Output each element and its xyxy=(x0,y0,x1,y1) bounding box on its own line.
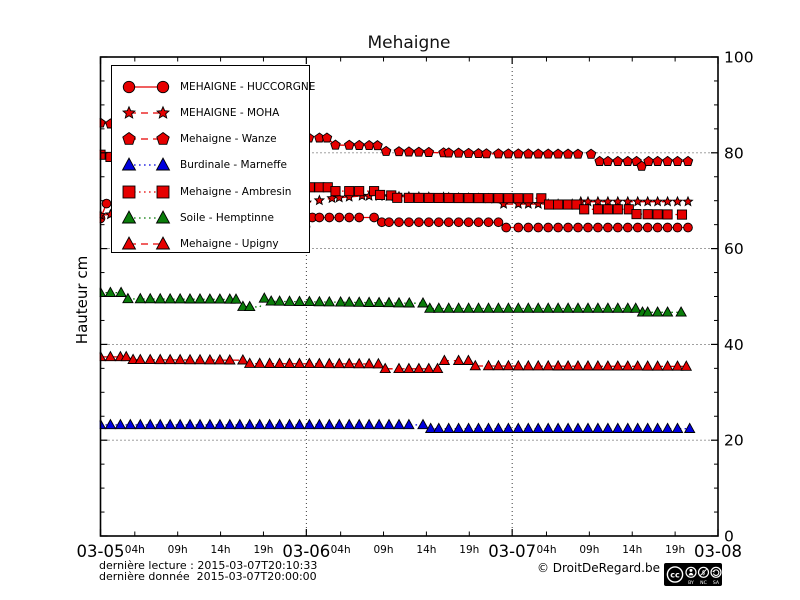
legend-label: MEHAIGNE - HUCCORGNE xyxy=(180,80,316,93)
sa-sharealike-icon: SA xyxy=(710,566,722,586)
copyright-text: © DroitDeRegard.be xyxy=(536,561,660,575)
legend-label: MEHAIGNE - MOHA xyxy=(180,106,280,119)
legend-sample-triangle xyxy=(121,157,171,171)
x-tick-label-day: 03-08 xyxy=(694,542,742,561)
footnote-last-data: dernière donnée 2015-03-07T20:00:00 xyxy=(99,570,317,583)
series-layer xyxy=(99,117,696,433)
series-hemptinne xyxy=(99,286,687,317)
cc-license-badge: cc BY $ NC SA xyxy=(664,563,722,586)
x-tick-label-hour: 09h xyxy=(168,544,188,556)
x-tick-label-hour: 19h xyxy=(253,544,273,556)
y-tick-label: 100 xyxy=(724,49,754,67)
svg-text:BY: BY xyxy=(688,580,694,586)
legend-label: Mehaigne - Ambresin xyxy=(180,185,292,198)
legend-item-huccorgne: MEHAIGNE - HUCCORGNE xyxy=(121,77,315,97)
legend-label: Burdinale - Marneffe xyxy=(180,159,287,172)
x-tick-label-hour: 04h xyxy=(331,544,351,556)
legend-sample-star xyxy=(122,105,170,119)
nc-dollar-icon: $ NC xyxy=(697,566,710,586)
svg-text:SA: SA xyxy=(713,580,720,586)
svg-text:cc: cc xyxy=(670,570,680,579)
x-tick-label-hour: 04h xyxy=(536,544,556,556)
svg-text:NC: NC xyxy=(700,580,707,586)
x-tick-label-day: 03-07 xyxy=(488,542,536,561)
legend-item-wanze: Mehaigne - Wanze xyxy=(121,129,277,149)
chart-title: Mehaigne xyxy=(367,33,451,53)
x-tick-label-hour: 04h xyxy=(125,544,145,556)
legend-sample-triangle xyxy=(121,210,171,224)
x-tick-label-day: 03-05 xyxy=(77,542,125,561)
cc-license-icons: cc BY $ NC SA xyxy=(664,563,722,586)
legend-sample-pentagon xyxy=(122,132,170,145)
legend-item-hemptinne: Soile - Hemptinne xyxy=(121,208,274,228)
x-tick-label-hour: 19h xyxy=(459,544,479,556)
x-tick-label-hour: 14h xyxy=(211,544,231,556)
x-tick-label-hour: 19h xyxy=(665,544,685,556)
y-tick-label: 40 xyxy=(724,336,744,354)
legend-sample-circle xyxy=(122,80,170,93)
x-tick-label-hour: 09h xyxy=(374,544,394,556)
legend-label: Mehaigne - Wanze xyxy=(180,133,277,146)
legend-item-ambresin: Mehaigne - Ambresin xyxy=(121,182,291,202)
x-axis-ticks: 03-05 03-06 03-07 03-08 04h 09h 14h 19h 04h 09h 14… xyxy=(77,57,742,561)
legend-item-marneffe: Burdinale - Marneffe xyxy=(121,155,287,175)
legend-sample-square xyxy=(122,185,170,199)
legend: MEHAIGNE - HUCCORGNE MEHAIGNE - MOHA Mehai… xyxy=(111,65,315,254)
x-tick-label-hour: 14h xyxy=(416,544,436,556)
y-tick-label: 20 xyxy=(724,432,744,450)
series-marneffe xyxy=(99,418,696,433)
footnote-last-reading: dernière lecture : 2015-03-07T20:10:33 xyxy=(99,559,318,572)
y-tick-label: 0 xyxy=(724,528,734,546)
legend-item-moha: MEHAIGNE - MOHA xyxy=(121,103,279,123)
x-tick-label-day: 03-06 xyxy=(282,542,330,561)
x-tick-label-hour: 14h xyxy=(622,544,642,556)
legend-label: Soile - Hemptinne xyxy=(180,212,274,224)
y-axis-label: Hauteur cm xyxy=(73,255,91,345)
cc-icon: cc xyxy=(666,566,684,583)
legend-label: Mehaigne - Upigny xyxy=(180,238,279,251)
series-upigny xyxy=(99,350,693,374)
x-tick-label-hour: 09h xyxy=(579,544,599,556)
y-tick-label: 80 xyxy=(724,144,744,162)
y-tick-label: 60 xyxy=(724,240,744,258)
legend-item-upigny: Mehaigne - Upigny xyxy=(121,234,279,254)
legend-sample-triangle xyxy=(121,236,171,250)
y-axis-ticks: 0 20 40 60 80 100 xyxy=(100,49,754,546)
by-person-icon: BY xyxy=(685,566,697,586)
